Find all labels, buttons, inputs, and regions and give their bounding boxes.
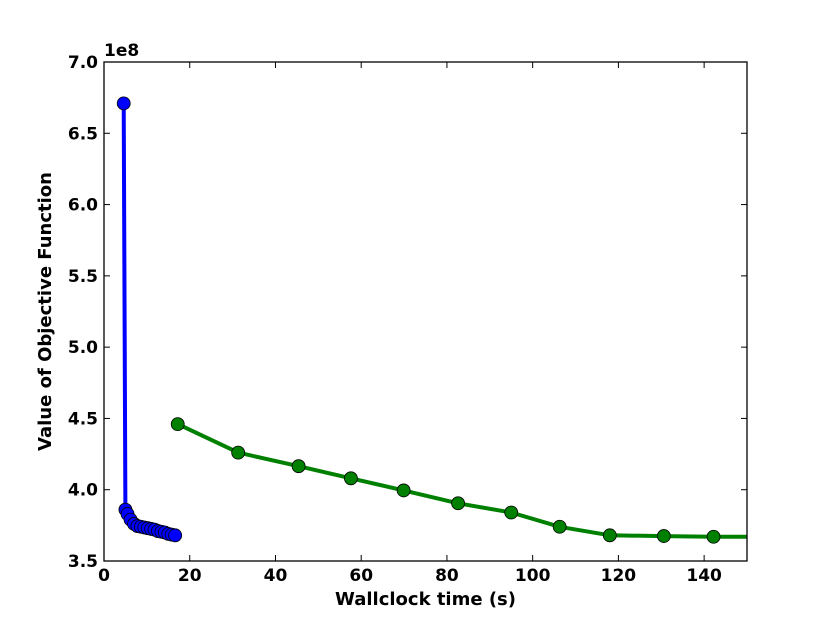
series-2-point: [706, 529, 721, 544]
y-tick-label: 7.0: [68, 53, 98, 73]
plot-frame: [103, 61, 748, 562]
y-tick-label: 6.5: [68, 124, 98, 144]
y-tick-label: 3.5: [68, 552, 98, 572]
series-2-point: [231, 445, 246, 460]
x-tick-label: 80: [435, 566, 459, 586]
x-tick-label: 140: [686, 566, 722, 586]
x-tick-label: 0: [98, 566, 110, 586]
y-tick-label: 5.5: [68, 267, 98, 287]
y-tick-label: 4.0: [68, 481, 98, 501]
x-tick-label: 100: [515, 566, 551, 586]
series-2-point: [291, 459, 306, 474]
series-2-point: [451, 496, 465, 511]
series-1-point: [116, 96, 131, 111]
series-2-point: [552, 519, 567, 534]
y-tick-label: 4.5: [68, 409, 98, 429]
y-tick-label: 5.0: [68, 338, 98, 358]
x-axis-title: Wallclock time (s): [335, 589, 516, 610]
plot-area: [104, 62, 747, 561]
y-axis-title: Value of Objective Function: [35, 172, 56, 451]
series-2-line: [175, 422, 747, 539]
y-offset-label: 1e8: [104, 41, 139, 61]
series-2-point: [344, 471, 358, 486]
x-tick-label: 20: [178, 566, 202, 586]
series-1-point: [168, 528, 183, 543]
x-tick-label: 40: [264, 566, 288, 586]
series-2-point: [656, 529, 671, 543]
series-2-point: [602, 528, 617, 543]
series-layer: [116, 96, 747, 544]
series-2-point: [504, 505, 519, 520]
y-tick-label: 6.0: [68, 196, 98, 216]
x-tick-label: 120: [601, 566, 637, 586]
x-tick-label: 60: [349, 566, 373, 586]
tick-layer: 0 20 40 60 80 100 120 140 3.5 4.0 4.5 5.0 5.5 6.0 6.5 7…: [68, 53, 747, 586]
series-2-point: [396, 483, 411, 498]
series-2-point: [170, 417, 185, 432]
